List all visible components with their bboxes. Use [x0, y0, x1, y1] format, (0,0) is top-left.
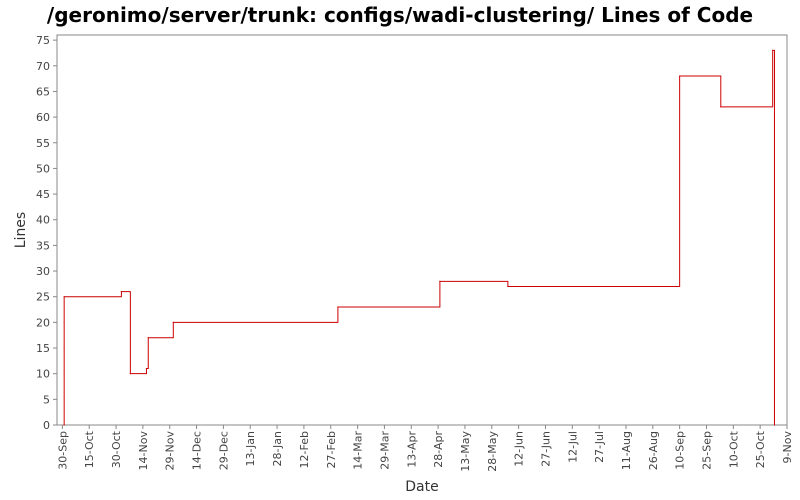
y-tick-label: 25: [36, 291, 50, 304]
data-point: [337, 306, 339, 308]
data-point: [145, 367, 148, 370]
data-point: [507, 285, 509, 288]
x-tick-label: 29-Mar: [378, 431, 391, 470]
x-tick-label: 27-Jun: [539, 431, 552, 467]
y-tick-label: 75: [36, 34, 50, 47]
chart-title: /geronimo/server/trunk: configs/wadi-clu…: [47, 3, 753, 27]
x-tick-label: 29-Dec: [217, 431, 230, 470]
x-tick-label: 13-May: [459, 431, 472, 472]
x-tick-label: 27-Jul: [593, 431, 606, 463]
data-point: [63, 296, 65, 298]
x-tick-label: 28-Apr: [432, 431, 445, 468]
x-tick-label: 12-Jul: [566, 431, 579, 463]
data-point: [772, 49, 774, 51]
data-point: [773, 424, 776, 426]
x-tick-label: 9-Nov: [781, 431, 794, 464]
data-point: [439, 280, 441, 282]
x-tick-label: 13-Apr: [405, 431, 418, 468]
x-tick-label: 11-Aug: [620, 431, 633, 470]
y-axis-label: Lines: [13, 212, 29, 248]
x-tick-label: 28-Jan: [271, 431, 284, 467]
y-tick-label: 10: [36, 368, 50, 381]
y-tick-label: 5: [43, 393, 50, 406]
x-tick-label: 14-Nov: [137, 431, 150, 471]
y-tick-label: 40: [36, 214, 50, 227]
x-tick-label: 13-Jan: [244, 431, 257, 467]
data-point: [720, 106, 722, 108]
x-tick-label: 10-Oct: [727, 430, 740, 468]
y-tick-label: 35: [36, 239, 50, 252]
x-tick-label: 26-Aug: [647, 431, 660, 470]
y-tick-label: 15: [36, 342, 50, 355]
x-tick-label: 12-Jun: [513, 431, 526, 467]
x-tick-label: 10-Sep: [674, 431, 687, 470]
x-tick-label: 14-Mar: [352, 431, 365, 470]
y-tick-label: 0: [43, 419, 50, 432]
data-point: [63, 424, 65, 426]
x-axis: 30-Sep 15-Oct 30-Oct 14-Nov 29-Nov 14-Dec 29-D…: [56, 425, 794, 472]
x-tick-label: 15-Oct: [83, 430, 96, 468]
y-tick-label: 65: [36, 85, 50, 98]
x-tick-label: 14-Dec: [191, 431, 204, 470]
x-axis-label: Date: [405, 479, 438, 495]
y-tick-label: 70: [36, 60, 50, 73]
y-tick-label: 20: [36, 316, 50, 329]
y-tick-label: 55: [36, 137, 50, 150]
x-tick-label: 27-Feb: [325, 431, 338, 468]
y-tick-label: 30: [36, 265, 50, 278]
data-point: [679, 75, 681, 77]
x-tick-label: 30-Sep: [56, 431, 69, 470]
x-tick-label: 29-Nov: [164, 431, 177, 471]
data-point: [120, 290, 123, 293]
x-tick-label: 12-Feb: [298, 431, 311, 468]
data-point: [147, 337, 149, 339]
y-tick-label: 50: [36, 162, 50, 175]
series-line: [63, 49, 775, 425]
x-tick-label: 25-Oct: [754, 430, 767, 468]
y-tick-label: 60: [36, 111, 50, 124]
plot-area: [56, 34, 788, 426]
y-tick-label: 45: [36, 188, 50, 201]
x-tick-label: 28-May: [486, 431, 499, 472]
series-layer: [63, 49, 776, 426]
x-tick-label: 30-Oct: [110, 430, 123, 468]
y-axis: 0 5 10 15 20 25 30 35 40 45 50 55 60 65 70 75: [36, 34, 57, 432]
data-point: [129, 373, 131, 375]
x-tick-label: 25-Sep: [700, 431, 713, 470]
data-point: [172, 321, 174, 323]
